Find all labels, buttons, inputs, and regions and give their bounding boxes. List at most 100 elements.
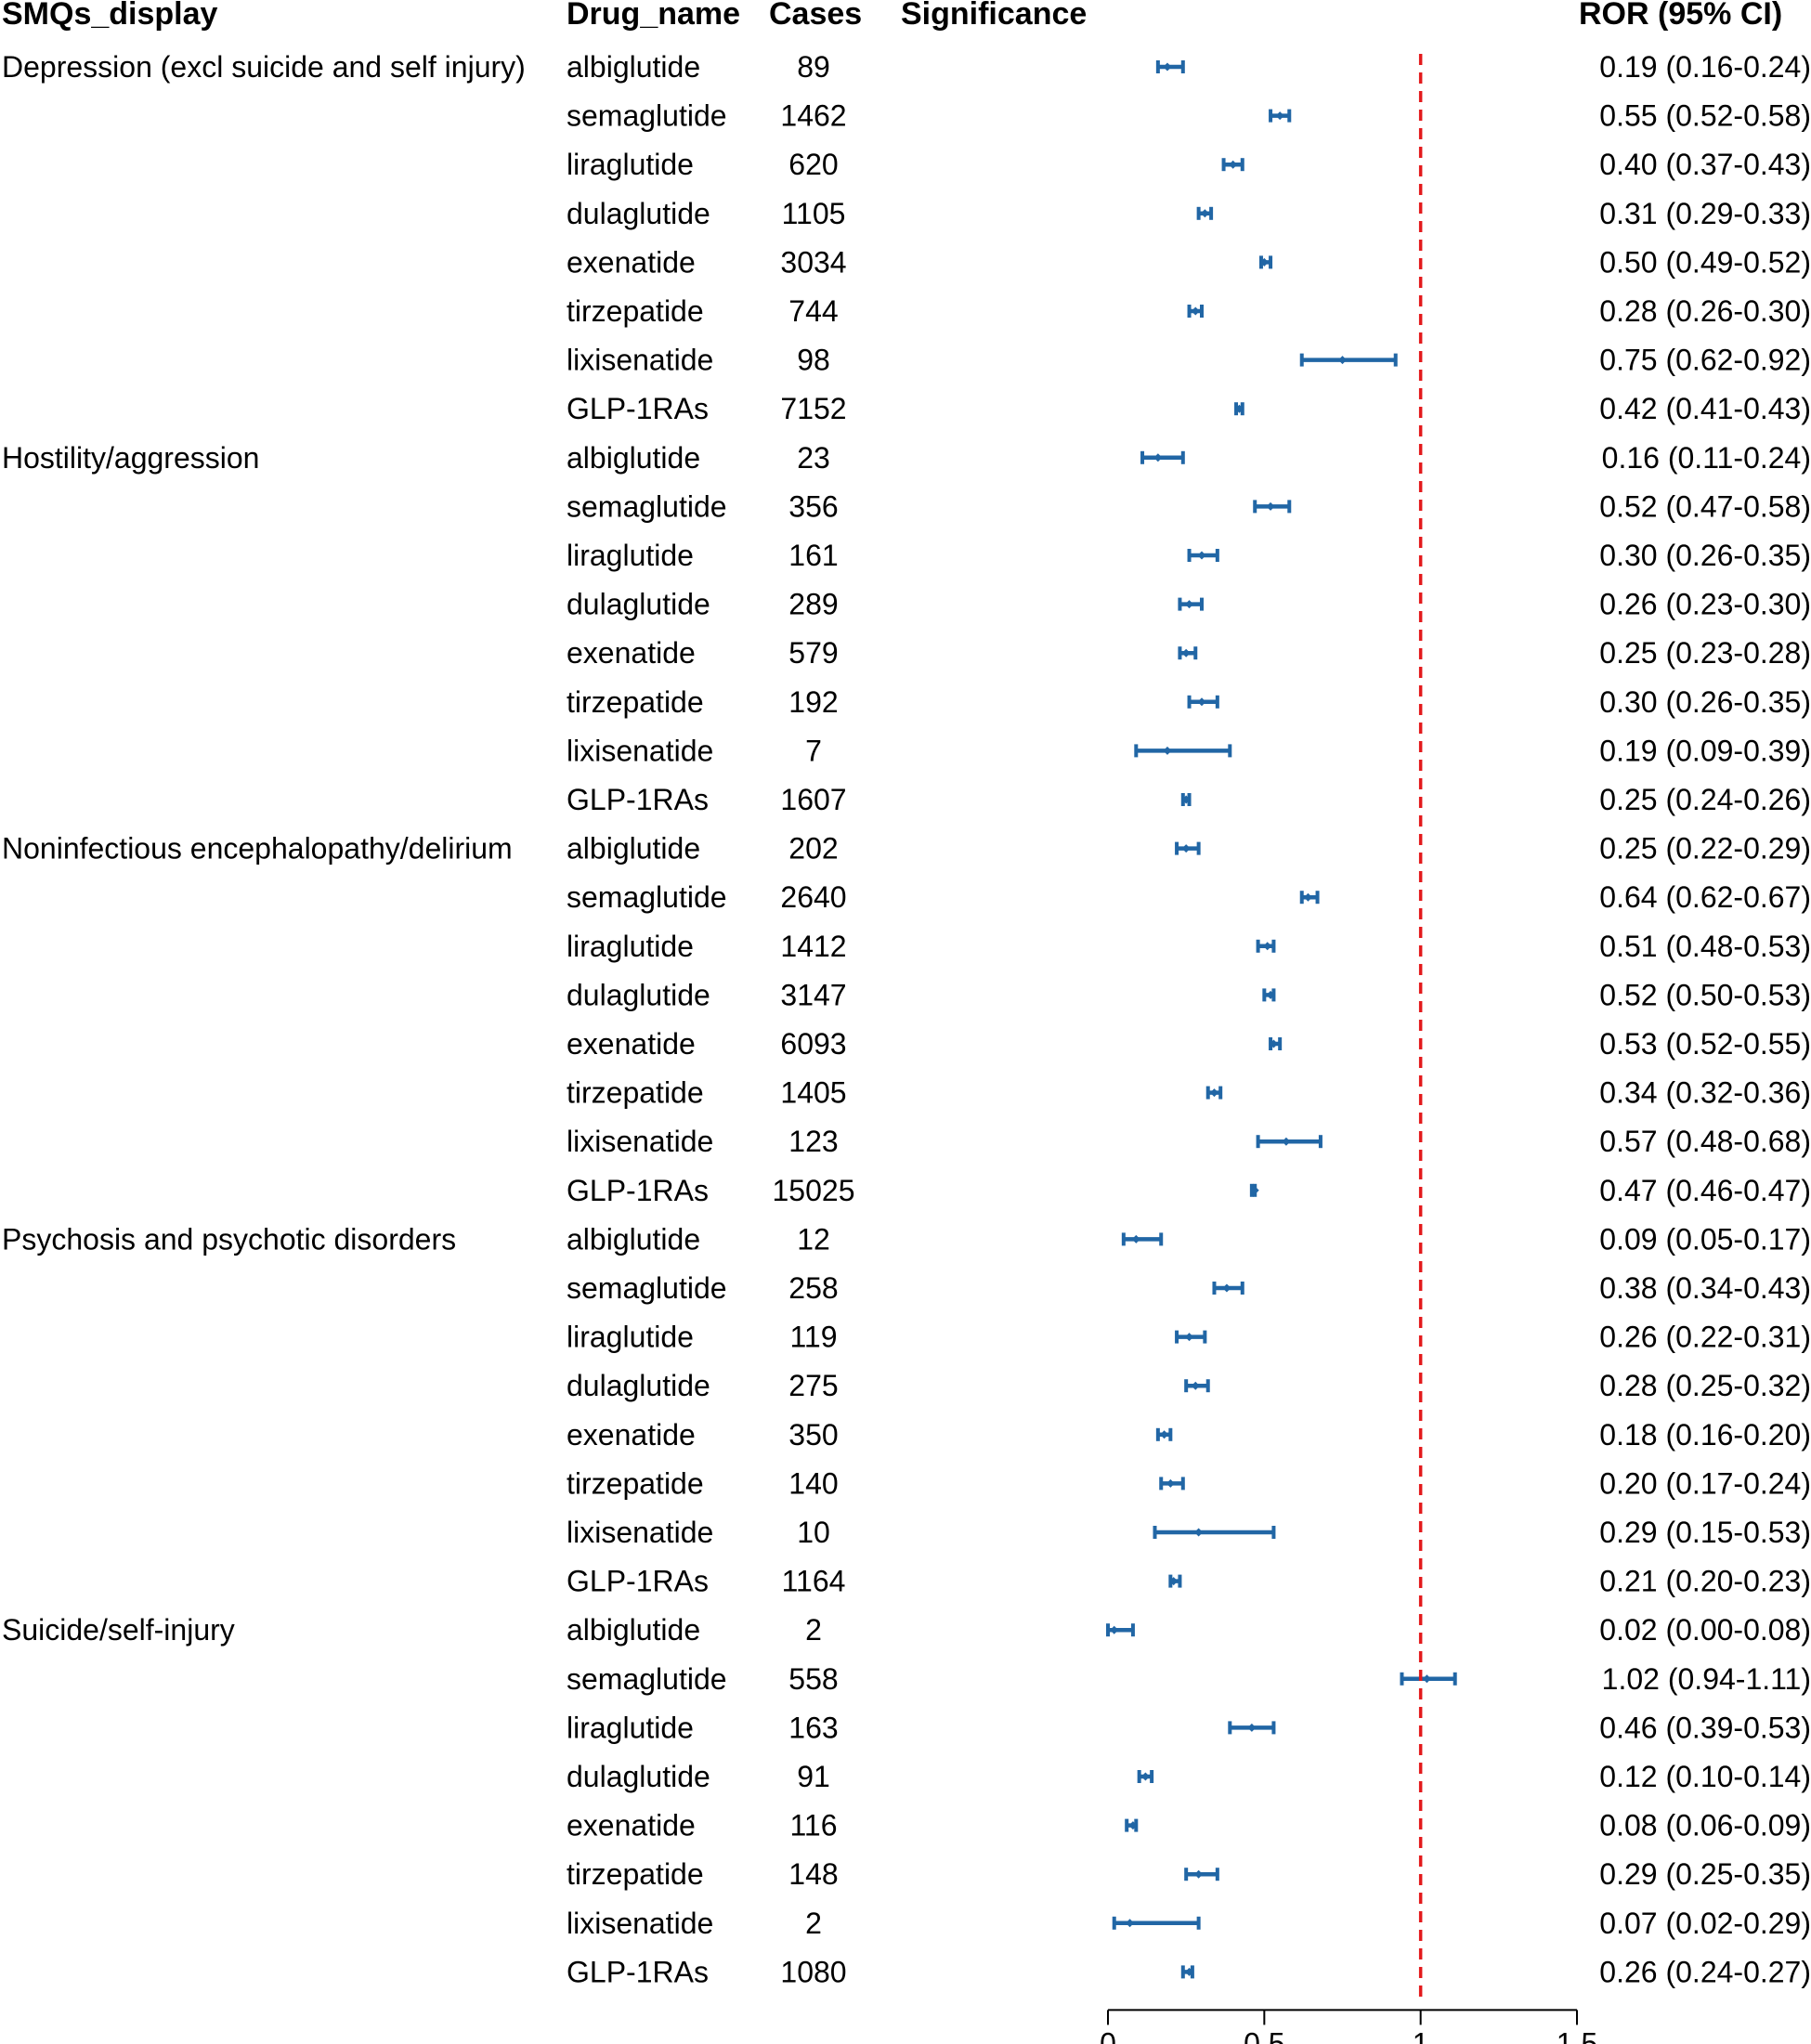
- ror-point: [1185, 1333, 1194, 1342]
- drug-label: tirzepatide: [567, 1076, 704, 1110]
- ror-label: 0.30 (0.26-0.35): [1599, 685, 1811, 719]
- ror-point: [1194, 1869, 1204, 1879]
- ror-label: 0.51 (0.48-0.53): [1599, 930, 1811, 963]
- drug-label: albiglutide: [567, 832, 700, 866]
- cases-value: 289: [788, 588, 838, 621]
- cases-value: 119: [789, 1321, 837, 1354]
- cases-value: 91: [797, 1760, 830, 1793]
- drug-label: exenatide: [567, 1809, 696, 1842]
- ror-label: 0.38 (0.34-0.43): [1599, 1271, 1811, 1305]
- ror-point: [1185, 600, 1194, 609]
- ror-point: [1197, 551, 1206, 560]
- smq-label: Psychosis and psychotic disorders: [2, 1222, 456, 1256]
- ror-point: [1422, 1674, 1431, 1684]
- drug-label: albiglutide: [567, 1613, 700, 1647]
- drug-label: tirzepatide: [567, 685, 704, 719]
- cases-value: 258: [788, 1271, 838, 1305]
- ror-label: 0.25 (0.24-0.26): [1599, 783, 1811, 816]
- ror-label: 0.12 (0.10-0.14): [1599, 1760, 1811, 1793]
- drug-label: dulaglutide: [567, 588, 710, 621]
- cases-value: 558: [788, 1662, 838, 1696]
- ror-point: [1191, 1381, 1200, 1390]
- cases-value: 1607: [780, 783, 846, 816]
- ror-label: 0.31 (0.29-0.33): [1599, 197, 1811, 230]
- ror-label: 0.25 (0.23-0.28): [1599, 636, 1811, 670]
- drug-label: exenatide: [567, 1418, 696, 1452]
- ror-point: [1131, 1234, 1140, 1243]
- ror-label: 0.29 (0.25-0.35): [1599, 1857, 1811, 1891]
- drug-label: semaglutide: [567, 489, 727, 523]
- ror-label: 0.09 (0.05-0.17): [1599, 1222, 1811, 1256]
- ror-label: 0.19 (0.16-0.24): [1599, 50, 1811, 84]
- cases-value: 6093: [780, 1027, 846, 1061]
- ror-point: [1163, 746, 1172, 755]
- drug-label: GLP-1RAs: [567, 392, 709, 425]
- ror-label: 0.02 (0.00-0.08): [1599, 1613, 1811, 1647]
- cases-value: 2640: [780, 880, 846, 914]
- ror-point: [1222, 1283, 1231, 1293]
- cases-value: 579: [788, 636, 838, 670]
- rows-layer: Depression (excl suicide and self injury…: [2, 50, 1811, 1988]
- drug-label: semaglutide: [567, 1271, 727, 1305]
- ror-label: 1.02 (0.94-1.11): [1602, 1662, 1811, 1696]
- ror-label: 0.20 (0.17-0.24): [1599, 1466, 1811, 1500]
- ror-label: 0.50 (0.49-0.52): [1599, 245, 1811, 279]
- cases-value: 140: [788, 1466, 838, 1500]
- cases-value: 7152: [780, 392, 846, 425]
- ror-label: 0.42 (0.41-0.43): [1599, 392, 1811, 425]
- tick-label: 0.5: [1244, 2026, 1284, 2044]
- header-row: SMQs_display Drug_name Cases Significanc…: [2, 0, 1782, 32]
- cases-value: 1105: [782, 197, 846, 230]
- ror-point: [1126, 1919, 1135, 1928]
- cases-value: 2: [805, 1613, 822, 1647]
- drug-label: GLP-1RAs: [567, 783, 709, 816]
- ror-label: 0.57 (0.48-0.68): [1599, 1125, 1811, 1158]
- cases-value: 1412: [780, 930, 846, 963]
- cases-value: 10: [797, 1516, 830, 1549]
- ror-label: 0.47 (0.46-0.47): [1599, 1174, 1811, 1207]
- drug-label: dulaglutide: [567, 197, 710, 230]
- ror-point: [1229, 160, 1238, 169]
- ror-label: 0.75 (0.62-0.92): [1599, 344, 1811, 377]
- ror-label: 0.52 (0.50-0.53): [1599, 978, 1811, 1011]
- drug-label: liraglutide: [567, 539, 694, 572]
- drug-label: GLP-1RAs: [567, 1955, 709, 1988]
- ror-label: 0.40 (0.37-0.43): [1599, 148, 1811, 181]
- cases-value: 1080: [780, 1955, 846, 1988]
- ror-label: 0.26 (0.22-0.31): [1599, 1321, 1811, 1354]
- drug-label: tirzepatide: [567, 1857, 704, 1891]
- cases-value: 15025: [773, 1174, 855, 1207]
- ror-point: [1194, 1528, 1204, 1537]
- ror-label: 0.18 (0.16-0.20): [1599, 1418, 1811, 1452]
- ror-label: 0.08 (0.06-0.09): [1599, 1809, 1811, 1842]
- ror-label: 0.29 (0.15-0.53): [1599, 1516, 1811, 1549]
- ror-point: [1209, 1088, 1218, 1098]
- smq-label: Hostility/aggression: [2, 441, 259, 475]
- ror-label: 0.26 (0.23-0.30): [1599, 588, 1811, 621]
- cases-value: 161: [788, 539, 838, 572]
- drug-label: lixisenatide: [567, 734, 713, 767]
- ror-label: 0.64 (0.62-0.67): [1599, 880, 1811, 914]
- drug-label: albiglutide: [567, 441, 700, 475]
- cases-value: 7: [805, 734, 822, 767]
- ror-point: [1153, 453, 1163, 462]
- ror-point: [1247, 1723, 1257, 1732]
- cases-value: 98: [797, 344, 830, 377]
- smq-label: Suicide/self-injury: [2, 1613, 235, 1647]
- cases-value: 123: [788, 1125, 838, 1158]
- ror-label: 0.52 (0.47-0.58): [1599, 489, 1811, 523]
- drug-label: lixisenatide: [567, 344, 713, 377]
- drug-label: semaglutide: [567, 880, 727, 914]
- ror-point: [1185, 1967, 1194, 1976]
- ror-label: 0.25 (0.22-0.29): [1599, 832, 1811, 866]
- ror-point: [1266, 990, 1275, 999]
- ror-point: [1110, 1625, 1119, 1634]
- drug-label: dulaglutide: [567, 978, 710, 1011]
- cases-value: 192: [788, 685, 838, 719]
- drug-label: lixisenatide: [567, 1125, 713, 1158]
- cases-value: 23: [797, 441, 830, 475]
- ror-label: 0.55 (0.52-0.58): [1599, 99, 1811, 133]
- drug-label: tirzepatide: [567, 1466, 704, 1500]
- tick-label: 0: [1100, 2026, 1116, 2044]
- ror-point: [1282, 1137, 1291, 1146]
